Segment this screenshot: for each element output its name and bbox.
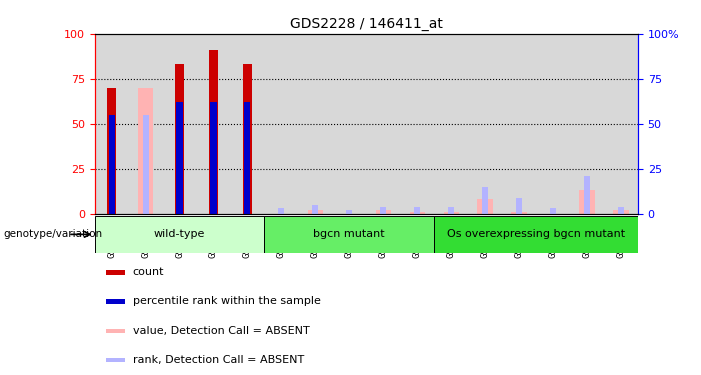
Bar [502,34,536,214]
Bar [376,210,391,214]
Text: percentile rank within the sample: percentile rank within the sample [132,297,320,306]
Bar [107,88,116,214]
FancyBboxPatch shape [105,270,125,275]
Bar [175,64,184,214]
Bar [95,216,264,253]
Bar [584,176,590,214]
Bar [444,212,458,214]
Bar [380,207,386,214]
Bar [128,34,163,214]
Bar [308,210,323,214]
Bar [512,212,526,214]
Bar [400,34,434,214]
Bar [243,64,252,214]
Bar [109,115,115,214]
Bar [196,34,231,214]
Bar [278,209,285,214]
Bar [332,34,366,214]
Bar [142,115,149,214]
Bar [434,216,638,253]
Bar [299,34,332,214]
Bar [448,207,454,214]
Bar [264,216,434,253]
Bar [210,102,217,214]
Text: wild-type: wild-type [154,230,205,239]
Text: bgcn mutant: bgcn mutant [313,230,385,239]
Bar [468,34,502,214]
Bar [231,34,264,214]
Bar [346,210,353,214]
Bar [516,198,522,214]
Bar [95,34,128,214]
Bar [579,190,594,214]
Bar [209,50,218,214]
Text: rank, Detection Call = ABSENT: rank, Detection Call = ABSENT [132,355,304,364]
Bar [163,34,196,214]
Text: genotype/variation: genotype/variation [4,230,102,239]
Bar [414,207,421,214]
FancyBboxPatch shape [105,299,125,304]
Bar [604,34,638,214]
Bar [618,207,624,214]
Bar [536,34,570,214]
Bar [138,88,154,214]
Bar [367,34,400,214]
Bar [477,200,493,214]
Bar [613,210,629,214]
Bar [434,34,468,214]
Text: value, Detection Call = ABSENT: value, Detection Call = ABSENT [132,326,309,336]
Bar [570,34,604,214]
Title: GDS2228 / 146411_at: GDS2228 / 146411_at [290,17,443,32]
Bar [482,187,488,214]
Bar [409,212,425,214]
Bar [550,209,556,214]
FancyBboxPatch shape [105,328,125,333]
Text: count: count [132,267,164,278]
Bar [312,205,318,214]
Text: Os overexpressing bgcn mutant: Os overexpressing bgcn mutant [447,230,625,239]
Bar [264,34,299,214]
Bar [245,102,250,214]
FancyBboxPatch shape [105,358,125,362]
Bar [177,102,182,214]
